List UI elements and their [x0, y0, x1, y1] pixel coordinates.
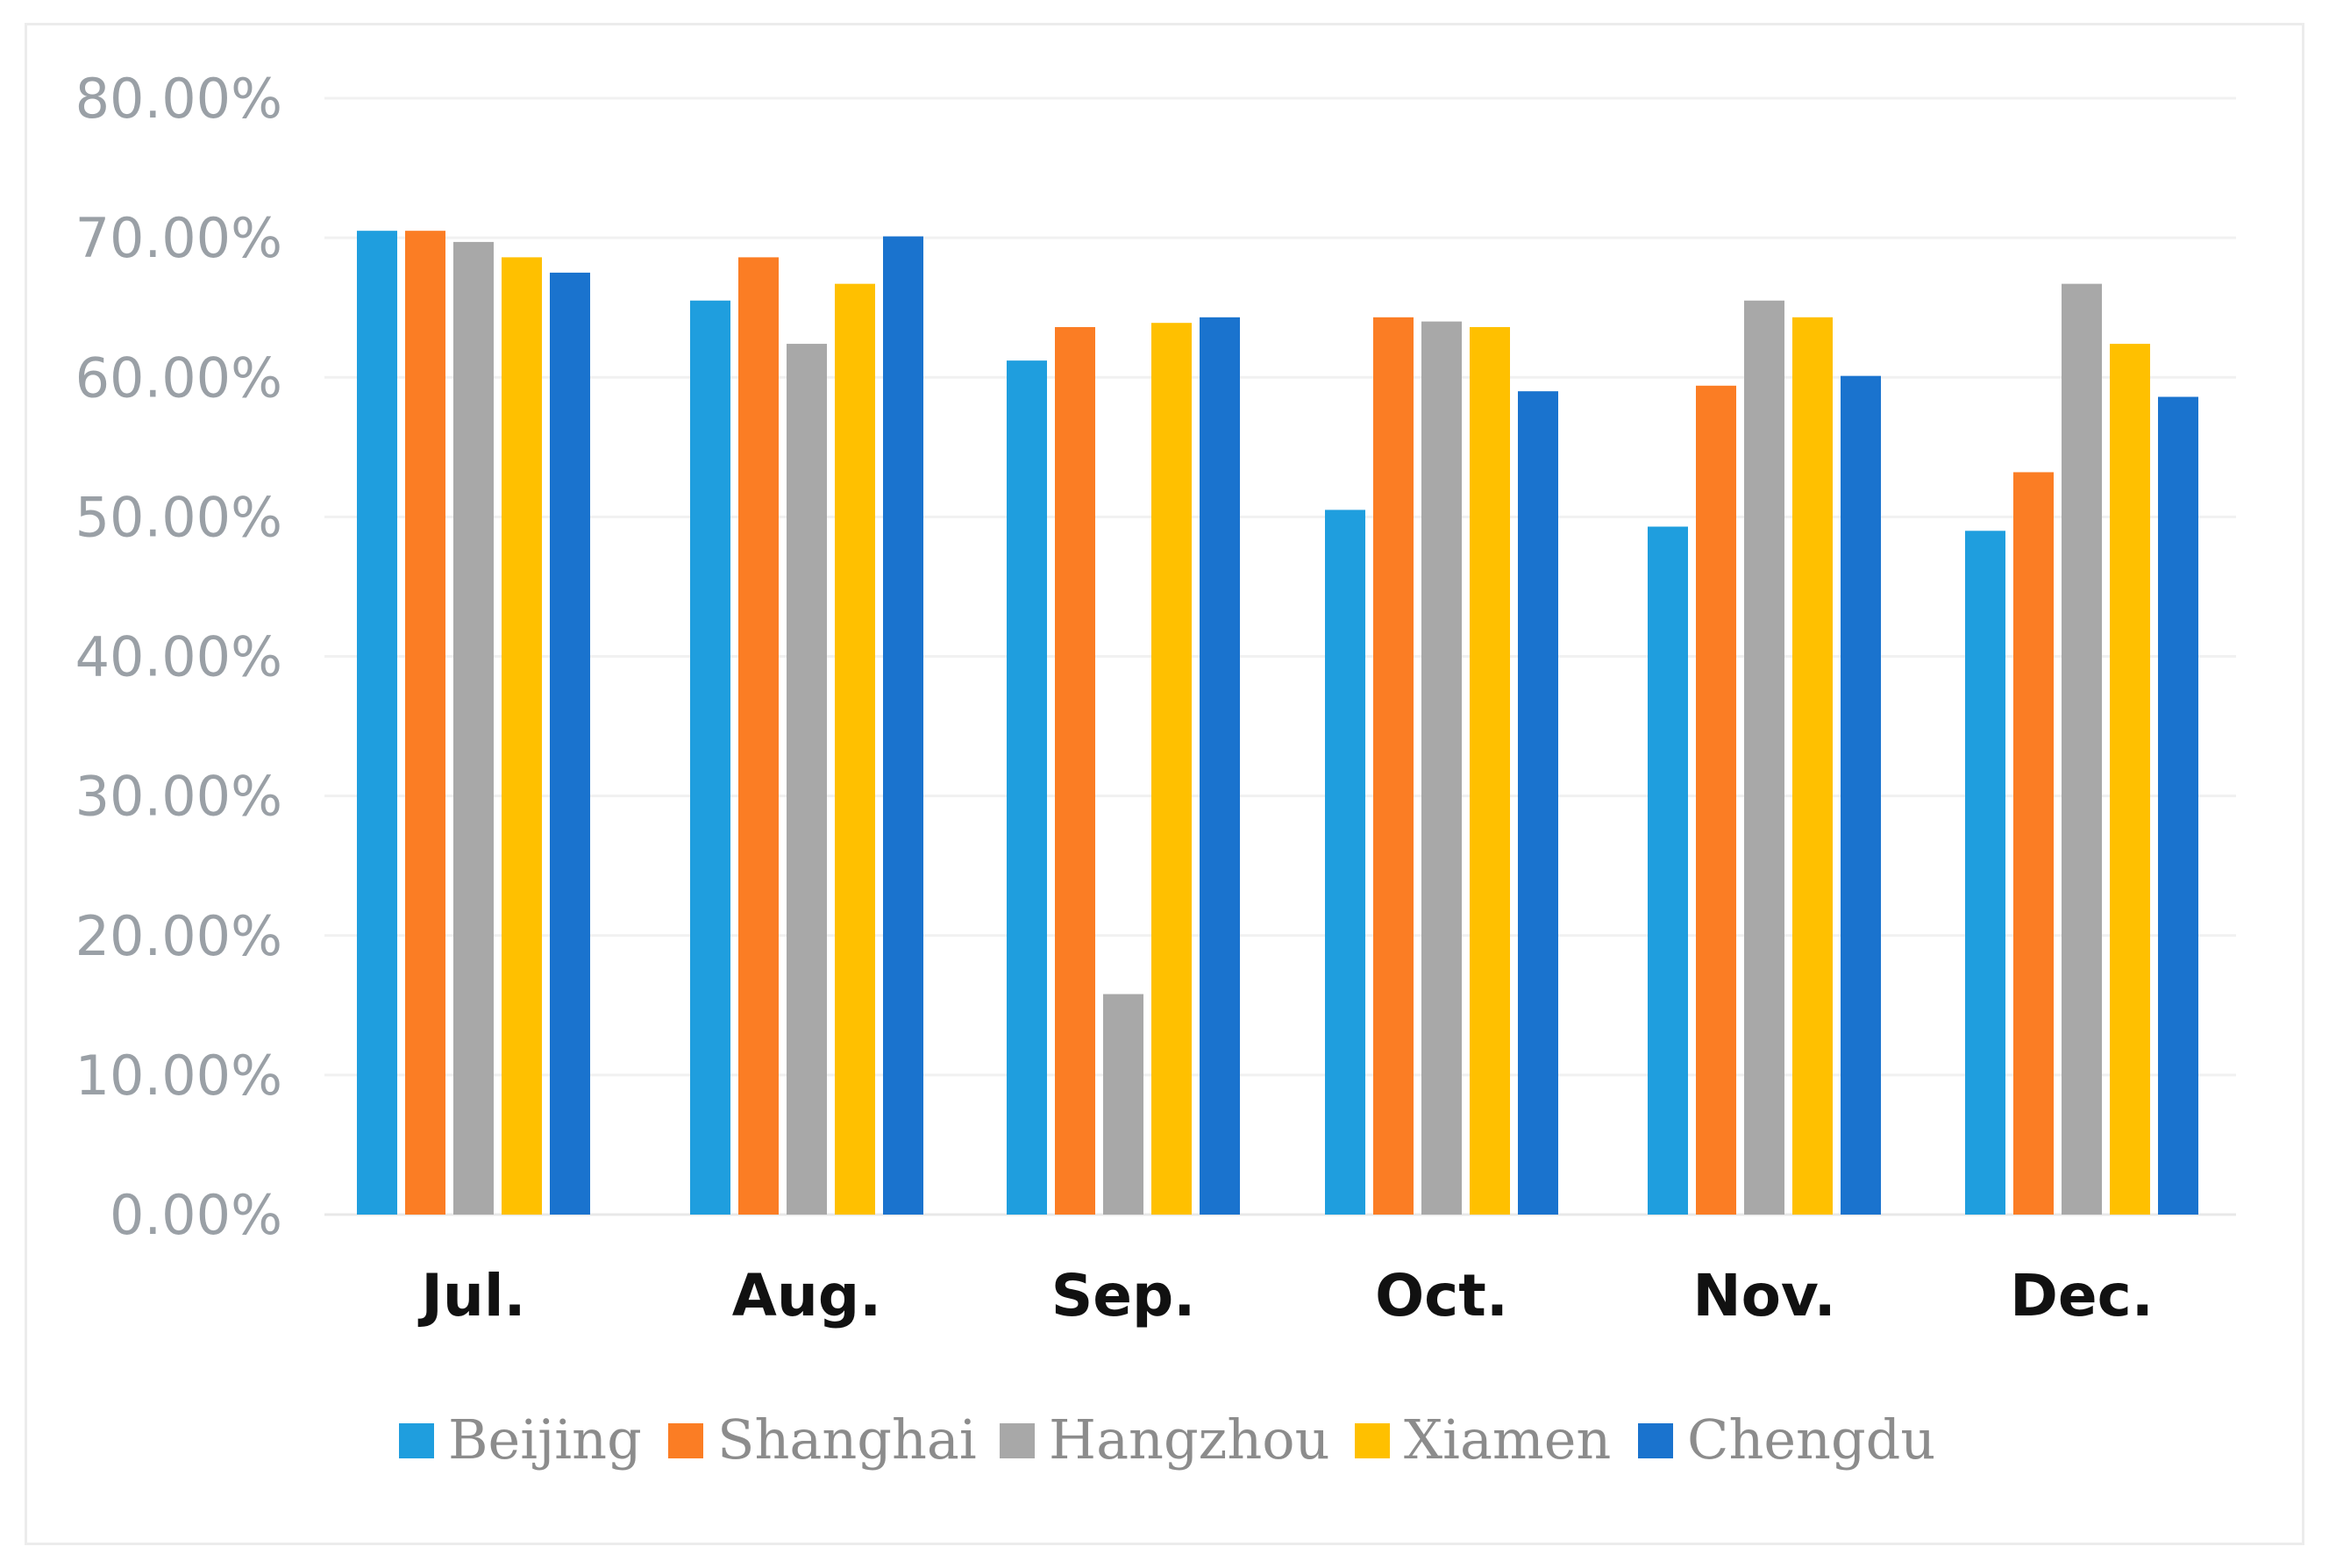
bar-xiamen-jul — [502, 257, 542, 1215]
bar-hangzhou-nov — [1744, 300, 1784, 1215]
legend-label-beijing: Beijing — [448, 1408, 642, 1472]
x-tick-label: Nov. — [1692, 1262, 1835, 1329]
bar-shanghai-oct — [1373, 317, 1414, 1215]
bar-shanghai-nov — [1696, 385, 1736, 1215]
bar-chengdu-oct — [1518, 391, 1558, 1215]
bar-beijing-aug — [690, 300, 730, 1215]
bar-chengdu-nov — [1841, 375, 1881, 1215]
y-tick-label: 50.00% — [75, 485, 282, 549]
gridlines — [324, 96, 2236, 1216]
bar-xiamen-dec — [2110, 344, 2150, 1215]
bar-hangzhou-aug — [787, 344, 827, 1215]
bar-hangzhou-dec — [2062, 283, 2102, 1215]
bar-beijing-dec — [1965, 531, 2005, 1215]
bar-shanghai-aug — [738, 257, 779, 1215]
legend: Beijing Shanghai Hangzhou Xiamen Chengdu — [399, 1408, 1935, 1472]
y-tick-label: 10.00% — [75, 1044, 282, 1108]
bar-xiamen-sep — [1151, 323, 1192, 1215]
y-tick-label: 30.00% — [75, 765, 282, 829]
bars — [357, 231, 2198, 1215]
bar-hangzhou-oct — [1421, 321, 1462, 1215]
x-tick-label: Sep. — [1051, 1262, 1196, 1329]
y-tick-label: 80.00% — [75, 67, 282, 131]
legend-label-shanghai: Shanghai — [717, 1408, 977, 1472]
y-axis-tick-labels: 0.00% 10.00% 20.00% 30.00% 40.00% 50.00% 60.00… — [75, 67, 282, 1247]
legend-label-hangzhou: Hangzhou — [1049, 1408, 1330, 1472]
legend-swatch-shanghai — [668, 1423, 703, 1458]
legend-label-xiamen: Xiamen — [1404, 1408, 1611, 1472]
legend-swatch-hangzhou — [1000, 1423, 1035, 1458]
bar-beijing-sep — [1007, 360, 1047, 1215]
bar-beijing-jul — [357, 231, 397, 1215]
legend-label-chengdu: Chengdu — [1687, 1408, 1935, 1472]
bar-xiamen-oct — [1470, 326, 1510, 1215]
y-tick-label: 60.00% — [75, 346, 282, 410]
x-tick-label: Jul. — [417, 1262, 525, 1329]
y-tick-label: 20.00% — [75, 904, 282, 968]
y-tick-label: 40.00% — [75, 625, 282, 689]
x-tick-label: Dec. — [2010, 1262, 2154, 1329]
bar-shanghai-jul — [405, 231, 445, 1215]
legend-swatch-beijing — [399, 1423, 434, 1458]
bar-beijing-oct — [1325, 510, 1365, 1215]
bar-chengdu-aug — [883, 236, 923, 1215]
x-tick-label: Oct. — [1375, 1262, 1508, 1329]
y-tick-label: 0.00% — [110, 1183, 282, 1247]
bar-hangzhou-sep — [1103, 994, 1143, 1215]
x-axis-tick-labels: Jul. Aug. Sep. Oct. Nov. Dec. — [417, 1262, 2154, 1329]
bar-chengdu-sep — [1200, 317, 1240, 1215]
bar-chengdu-jul — [550, 272, 590, 1215]
y-tick-label: 70.00% — [75, 206, 282, 270]
legend-swatch-chengdu — [1638, 1423, 1673, 1458]
x-tick-label: Aug. — [732, 1262, 881, 1329]
bar-xiamen-aug — [835, 283, 875, 1215]
bar-beijing-nov — [1648, 526, 1688, 1215]
bar-chengdu-dec — [2158, 396, 2198, 1215]
bar-shanghai-sep — [1055, 326, 1095, 1215]
bar-xiamen-nov — [1792, 317, 1833, 1215]
bar-hangzhou-jul — [453, 241, 494, 1215]
bar-shanghai-dec — [2013, 472, 2054, 1215]
legend-swatch-xiamen — [1355, 1423, 1390, 1458]
